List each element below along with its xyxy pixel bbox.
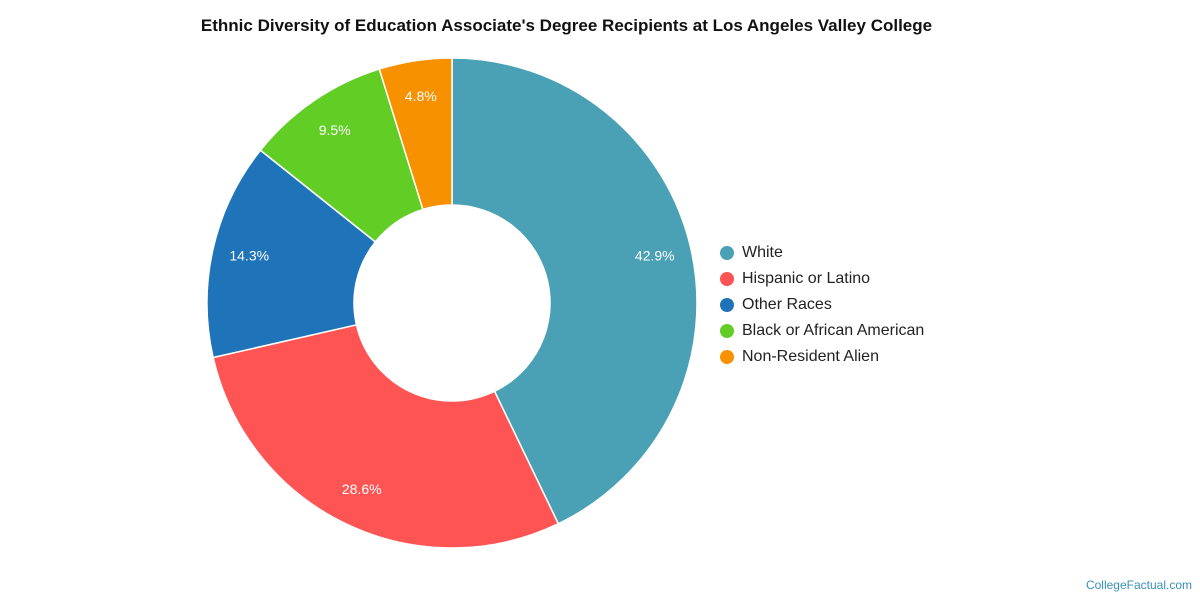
data-labels-group: 42.9% 28.6% 14.3% 9.5% 4.8%	[229, 88, 674, 497]
legend-item-non-resident-alien[interactable]: Non-Resident Alien	[720, 344, 924, 370]
legend-label: Other Races	[742, 296, 832, 313]
legend-item-black-or-african-american[interactable]: Black or African American	[720, 318, 924, 344]
legend-label: Hispanic or Latino	[742, 270, 871, 287]
legend-item-white[interactable]: White	[720, 240, 924, 266]
legend-label: Non-Resident Alien	[742, 348, 879, 365]
legend-swatch	[720, 324, 734, 338]
data-label-white: 42.9%	[635, 247, 675, 263]
legend-label: White	[742, 244, 783, 261]
slice-non-resident-alien[interactable]	[378, 57, 453, 211]
legend-item-other-races[interactable]: Other Races	[720, 292, 924, 318]
data-label-hispanic-or-latino: 28.6%	[342, 481, 382, 497]
legend-label: Black or African American	[742, 322, 925, 339]
watermark[interactable]: CollegeFactual.com	[1085, 578, 1192, 592]
legend-swatch	[720, 350, 734, 364]
legend-swatch	[720, 246, 734, 260]
data-label-non-resident-alien: 4.8%	[405, 88, 437, 104]
legend: White Hispanic or Latino Other Races Black …	[720, 240, 924, 370]
legend-swatch	[720, 298, 734, 312]
chart-title: Ethnic Diversity of Education Associate'…	[200, 16, 933, 35]
slice-other-races[interactable]	[206, 149, 377, 359]
legend-swatch	[720, 272, 734, 286]
slice-white[interactable]	[451, 57, 698, 525]
data-label-other-races: 14.3%	[229, 247, 269, 263]
legend-item-hispanic-or-latino[interactable]: Hispanic or Latino	[720, 266, 924, 292]
slices-group	[206, 57, 698, 549]
data-label-black-or-african-american: 9.5%	[319, 122, 351, 138]
slice-hispanic-or-latino[interactable]	[212, 323, 560, 549]
